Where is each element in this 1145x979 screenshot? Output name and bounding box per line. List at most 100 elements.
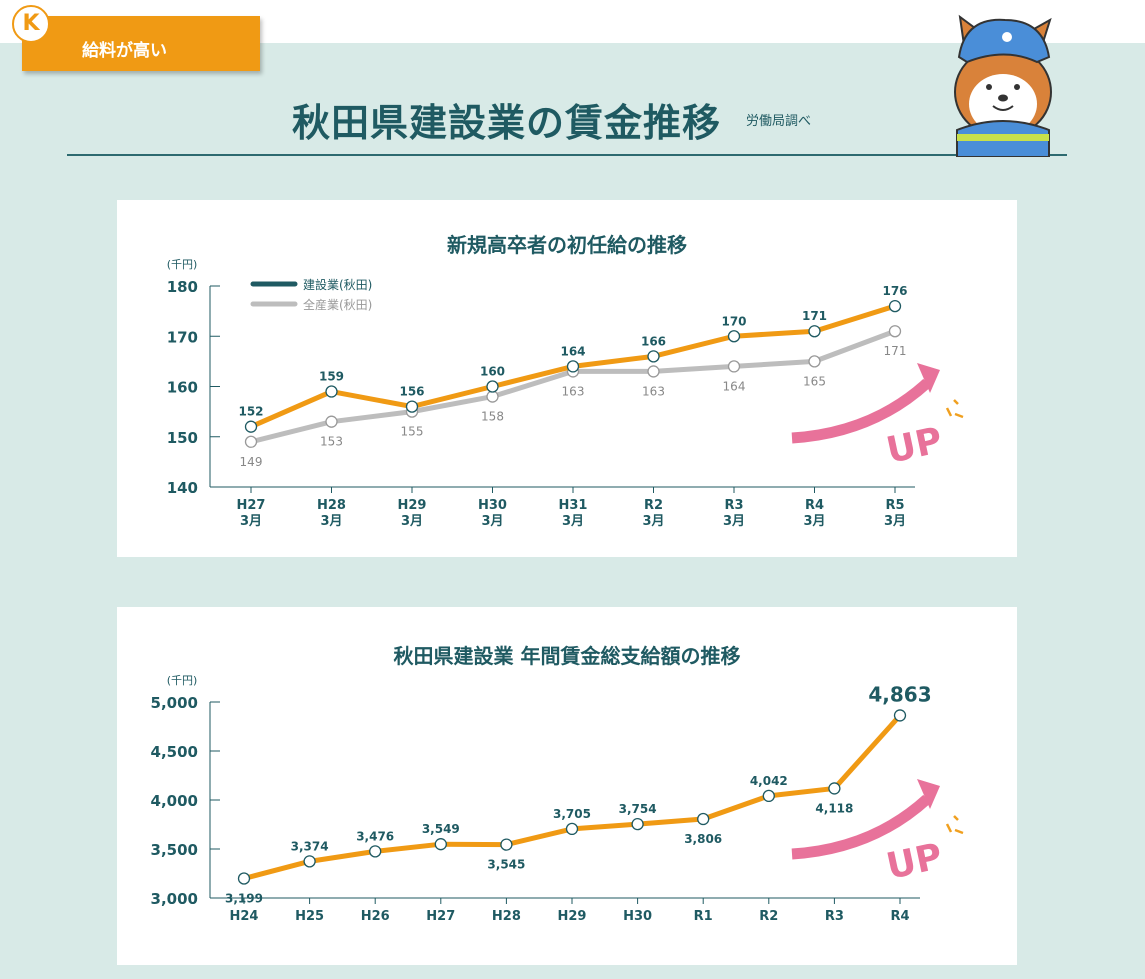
data-label: 3,476 xyxy=(356,829,394,843)
data-label: 152 xyxy=(238,405,263,419)
sparkle-0 xyxy=(945,399,964,419)
x-tick-label: 3月 xyxy=(723,514,745,529)
data-label: 155 xyxy=(401,425,424,439)
x-tick-label: R4 xyxy=(805,498,824,513)
data-point xyxy=(405,400,419,413)
y-tick-label: 3,500 xyxy=(151,841,198,859)
x-tick-label: H30 xyxy=(623,909,652,924)
y-tick-label: 160 xyxy=(167,379,198,397)
y-tick-label: 4,000 xyxy=(151,792,198,810)
data-point xyxy=(647,365,660,378)
data-label: 163 xyxy=(642,384,665,398)
x-tick-label: 3月 xyxy=(884,514,906,529)
x-tick-label: R4 xyxy=(890,909,909,924)
data-label: 3,705 xyxy=(553,807,591,821)
y-tick-label: 180 xyxy=(167,278,198,296)
x-tick-label: 3月 xyxy=(240,514,262,529)
data-label: 153 xyxy=(320,435,343,449)
data-label: 3,549 xyxy=(422,822,460,836)
section-tag: 給料が高い xyxy=(22,16,260,71)
data-label: 3,374 xyxy=(291,839,329,853)
up-arrowhead-0 xyxy=(917,363,940,393)
mascot-dog-icon xyxy=(954,14,1052,157)
data-point xyxy=(727,330,741,343)
y-axis-unit: (千円) xyxy=(167,258,198,271)
data-point xyxy=(565,822,579,836)
x-tick-label: 3月 xyxy=(562,514,584,529)
data-label: 164 xyxy=(560,344,585,358)
chart-panel-annual-wage: 秋田県建設業 年間賃金総支給額の推移 (千円) 3,000 3,500 4,000 4,5… xyxy=(117,607,1017,965)
data-point xyxy=(631,817,644,831)
chart-title: 秋田県建設業 年間賃金総支給額の推移 xyxy=(394,644,741,668)
x-tick-label: R5 xyxy=(885,498,904,513)
x-tick-label: H28 xyxy=(317,498,346,513)
y-tick-label: 4,500 xyxy=(151,743,198,761)
data-label: 3,199 xyxy=(225,891,263,905)
x-tick-label: R1 xyxy=(694,909,713,924)
x-tick-label: 3月 xyxy=(803,514,825,529)
data-point xyxy=(808,325,821,338)
data-label: 159 xyxy=(319,370,344,384)
x-tick-label: H30 xyxy=(478,498,507,513)
annual-wage-chart: 秋田県建設業 年間賃金総支給額の推移 (千円) 3,000 3,500 4,000 4,5… xyxy=(151,644,964,924)
data-point xyxy=(727,360,741,373)
data-point xyxy=(434,838,447,851)
source-note: 労働局調べ xyxy=(746,114,812,129)
y-axis-unit: (千円) xyxy=(167,674,198,687)
data-label: 176 xyxy=(882,284,907,298)
data-label: 4,118 xyxy=(815,801,853,815)
title-divider xyxy=(67,154,1067,156)
legend-label: 建設業(秋田) xyxy=(303,277,372,292)
data-label: 3,545 xyxy=(487,858,525,872)
data-point xyxy=(888,325,902,338)
y-tick-label: 150 xyxy=(167,429,198,447)
chart-panel-starting-salary: 新規高卒者の初任給の推移 (千円) 140 150 160 170 180 H27 3月 H28 3… xyxy=(117,200,1017,557)
tag-label: 給料が高い xyxy=(82,41,167,61)
up-arrow-1 xyxy=(791,794,931,860)
data-point xyxy=(566,360,580,373)
y-tick-label: 3,000 xyxy=(151,890,198,908)
y-tick-label: 140 xyxy=(167,479,198,497)
x-tick-label: H28 xyxy=(492,909,521,924)
data-label: 3,754 xyxy=(619,802,657,816)
data-label: 158 xyxy=(481,410,504,424)
up-label-0: UP xyxy=(883,420,946,472)
data-label: 170 xyxy=(721,314,746,328)
y-tick-label: 5,000 xyxy=(151,694,198,712)
data-point xyxy=(888,299,902,313)
data-label: 163 xyxy=(562,384,585,398)
data-point xyxy=(237,872,251,885)
data-label: 4,863 xyxy=(868,682,931,706)
x-tick-label: 3月 xyxy=(401,514,423,529)
section-badge: K xyxy=(12,5,50,43)
x-tick-label: H24 xyxy=(230,909,259,924)
sparkle-1 xyxy=(945,815,964,835)
x-tick-label: H31 xyxy=(559,498,588,513)
data-label: 156 xyxy=(399,385,424,399)
x-tick-label: H27 xyxy=(426,909,455,924)
data-label: 171 xyxy=(802,309,827,323)
data-label: 171 xyxy=(884,344,907,358)
data-label: 149 xyxy=(240,455,263,469)
chart-title: 新規高卒者の初任給の推移 xyxy=(447,233,687,257)
x-tick-label: R3 xyxy=(724,498,743,513)
data-point xyxy=(500,838,513,851)
x-tick-label: R3 xyxy=(825,909,844,924)
y-tick-label: 170 xyxy=(167,328,198,346)
x-tick-label: 3月 xyxy=(481,514,503,529)
x-tick-label: 3月 xyxy=(320,514,342,529)
x-tick-label: H25 xyxy=(295,909,324,924)
data-label: 3,806 xyxy=(684,832,722,846)
data-label: 164 xyxy=(723,379,746,393)
starting-salary-chart: 新規高卒者の初任給の推移(千円)140150160170180H273月H283… xyxy=(167,233,964,529)
data-point xyxy=(244,435,258,448)
data-point xyxy=(647,350,660,363)
data-point xyxy=(893,709,907,722)
data-point xyxy=(762,789,775,803)
legend-label: 全産業(秋田) xyxy=(303,297,372,312)
up-arrowhead-1 xyxy=(917,779,940,809)
x-tick-label: R2 xyxy=(759,909,778,924)
x-tick-label: H29 xyxy=(398,498,427,513)
data-point xyxy=(486,380,499,393)
data-point xyxy=(244,420,258,433)
